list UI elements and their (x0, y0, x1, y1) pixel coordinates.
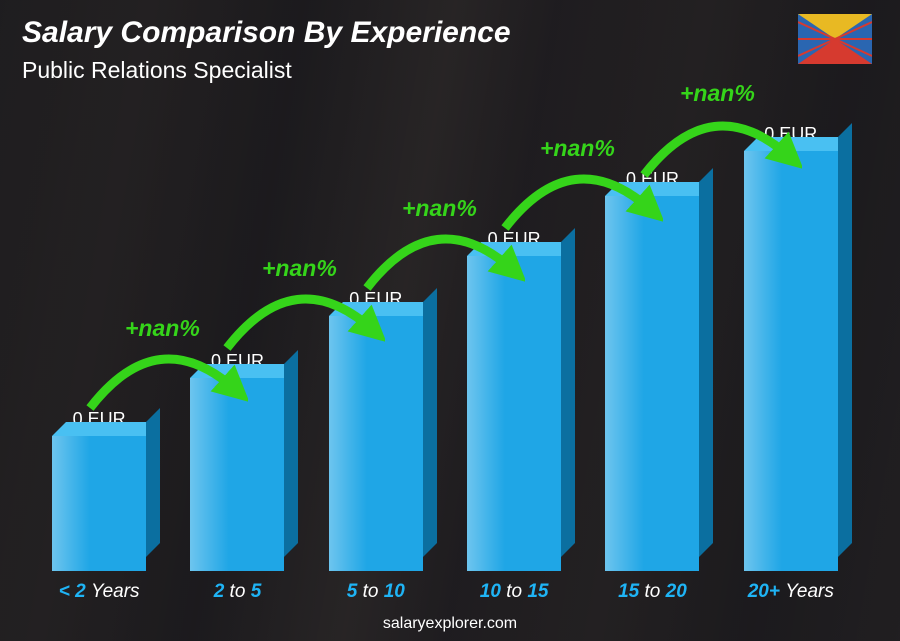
x-axis-label: 5 to 10 (311, 581, 441, 603)
bar (52, 436, 146, 571)
region-flag-icon (798, 14, 872, 64)
bar-group: 0 EUR (587, 169, 717, 571)
percent-increase-label: +nan% (402, 195, 477, 222)
x-axis-label: 10 to 15 (449, 581, 579, 603)
bar-group: 0 EUR (311, 289, 441, 571)
source-url: salaryexplorer.com (0, 615, 900, 633)
bar (744, 151, 838, 571)
x-axis-labels: < 2 Years 2 to 5 5 to 10 10 to 15 15 to 20 20… (30, 581, 860, 603)
percent-increase-label: +nan% (680, 80, 755, 107)
bar (190, 378, 284, 571)
x-axis-label: < 2 Years (34, 581, 164, 603)
percent-increase-label: +nan% (262, 255, 337, 282)
percent-increase-label: +nan% (125, 315, 200, 342)
bar-group: 0 EUR (449, 229, 579, 571)
chart-subtitle: Public Relations Specialist (22, 57, 292, 84)
bar-group: 0 EUR (34, 409, 164, 571)
percent-increase-label: +nan% (540, 135, 615, 162)
bar (467, 256, 561, 571)
x-axis-label: 2 to 5 (172, 581, 302, 603)
chart-container: Salary Comparison By Experience Public R… (0, 0, 900, 641)
bar-group: 0 EUR (172, 351, 302, 571)
bar (605, 196, 699, 571)
bar (329, 316, 423, 571)
x-axis-label: 15 to 20 (587, 581, 717, 603)
bar-group: 0 EUR (726, 124, 856, 571)
chart-title: Salary Comparison By Experience (22, 16, 511, 50)
x-axis-label: 20+ Years (726, 581, 856, 603)
